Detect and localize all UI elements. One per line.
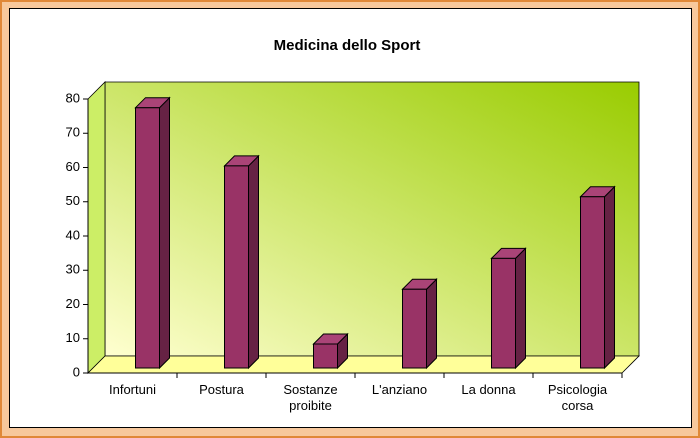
bar-face — [515, 247, 526, 370]
bar-face — [159, 96, 170, 370]
bar — [490, 247, 527, 370]
bar-face — [248, 154, 259, 370]
bar-face — [491, 257, 516, 369]
bar-face — [402, 288, 427, 369]
bar — [401, 278, 438, 370]
back-wall — [104, 81, 640, 357]
y-tick-label: 30 — [66, 262, 80, 277]
y-tick-label: 60 — [66, 159, 80, 174]
side-wall — [87, 81, 106, 374]
y-tick-label: 10 — [66, 330, 80, 345]
bar-face — [604, 185, 615, 370]
bar-face — [224, 165, 249, 369]
y-tick-label: 80 — [66, 90, 80, 105]
bar-face — [580, 196, 605, 369]
y-tick-label: 70 — [66, 125, 80, 140]
bar-face — [135, 107, 160, 369]
y-tick-label: 40 — [66, 227, 80, 242]
y-tick-label: 50 — [66, 193, 80, 208]
bar — [134, 96, 171, 370]
x-tick-label: Sostanze proibite — [283, 382, 338, 413]
y-tick-label: 0 — [73, 364, 80, 379]
y-tick-label: 20 — [66, 296, 80, 311]
bar — [312, 332, 349, 370]
bar-face — [313, 343, 338, 369]
x-tick-label: Infortuni — [109, 382, 156, 397]
x-tick-label: La donna — [461, 382, 516, 397]
bar-face — [426, 278, 437, 370]
bar — [579, 185, 616, 370]
x-tick-label: Psicologia corsa — [547, 382, 608, 413]
floor — [87, 355, 640, 374]
chart-title: Medicina dello Sport — [274, 37, 421, 54]
x-tick-label: Postura — [199, 382, 244, 397]
x-tick-label: L'anziano — [371, 382, 428, 397]
bar — [223, 154, 260, 370]
